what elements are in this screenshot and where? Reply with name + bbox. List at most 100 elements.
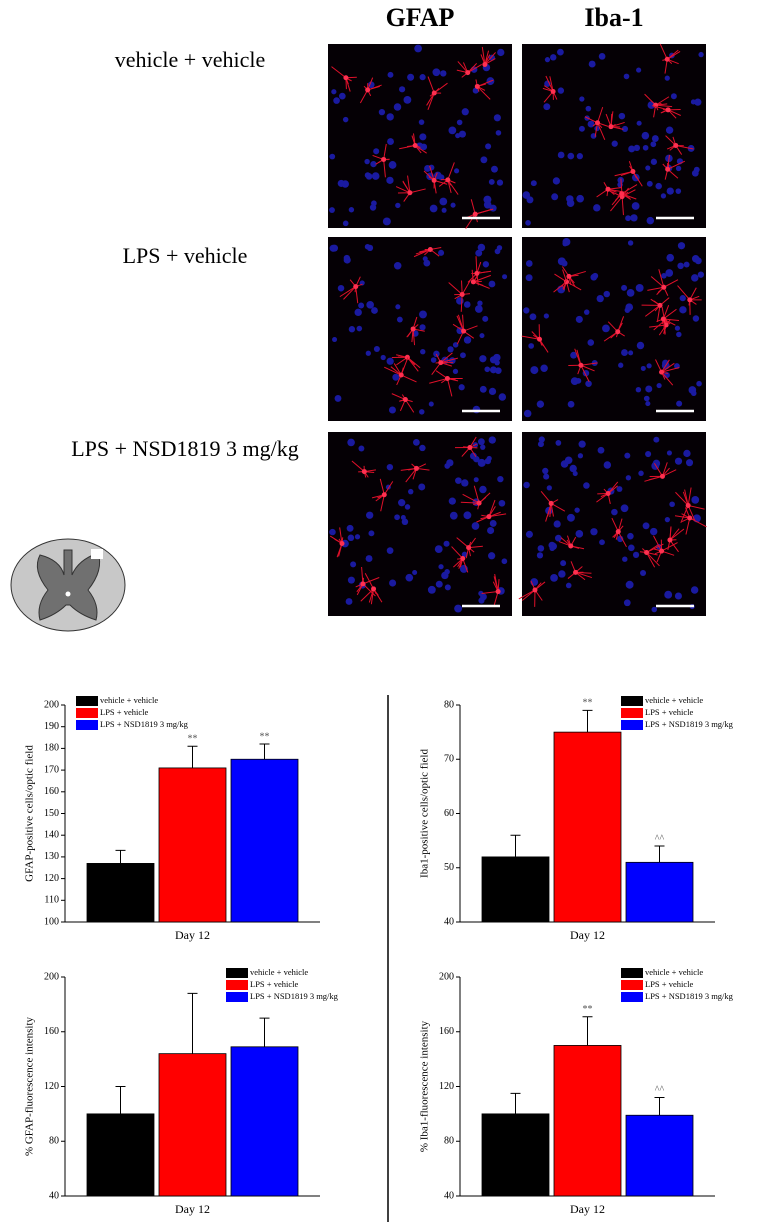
nucleus <box>488 387 497 396</box>
nucleus <box>443 540 450 547</box>
cell-process <box>484 52 496 65</box>
nucleus <box>646 363 652 369</box>
micrograph-bg <box>522 44 706 228</box>
nucleus <box>378 109 386 116</box>
nucleus <box>603 461 612 469</box>
cell-process <box>384 366 402 376</box>
nucleus <box>478 590 484 597</box>
nucleus <box>525 260 533 267</box>
nucleus <box>640 569 647 577</box>
nucleus <box>679 295 686 302</box>
nucleus <box>386 357 394 365</box>
nucleus <box>646 180 653 187</box>
legend-label: LPS + NSD1819 3 mg/kg <box>250 991 339 1001</box>
nucleus <box>495 130 502 136</box>
nucleus <box>596 294 604 303</box>
nucleus <box>675 188 682 194</box>
nucleus <box>502 274 508 280</box>
nucleus <box>370 160 377 168</box>
nucleus <box>638 470 644 477</box>
cell-process <box>661 371 674 386</box>
cell-body <box>667 537 673 543</box>
nucleus <box>458 384 465 391</box>
cell-process <box>462 493 480 504</box>
error-bar <box>115 1086 126 1114</box>
cell-body <box>665 107 671 113</box>
bar <box>158 1053 227 1197</box>
error-bar <box>259 1017 270 1047</box>
nucleus <box>560 560 567 567</box>
nucleus <box>540 364 548 372</box>
significance: ** <box>188 734 198 745</box>
nucleus <box>480 156 488 164</box>
cell-process <box>383 143 387 160</box>
cell-process <box>688 504 705 510</box>
nucleus <box>579 125 585 132</box>
nucleus <box>543 103 551 111</box>
y-tick-label: 40 <box>49 1190 59 1201</box>
nucleus <box>483 195 492 204</box>
cell-process <box>617 531 627 548</box>
nucleus <box>427 585 436 594</box>
cell-process <box>476 86 491 100</box>
cell-body <box>665 166 671 172</box>
legend-swatch <box>621 992 643 1002</box>
cell-body <box>630 168 636 174</box>
nucleus <box>342 116 349 123</box>
cell-body <box>495 589 501 595</box>
nucleus <box>570 377 579 386</box>
nucleus <box>557 87 565 94</box>
cell-process <box>331 66 347 79</box>
cell-process <box>383 481 394 496</box>
nucleus <box>674 592 682 600</box>
cell-process <box>669 528 685 541</box>
nucleus <box>475 249 483 257</box>
nucleus <box>366 301 374 309</box>
nucleus <box>434 545 443 554</box>
cell-body <box>360 581 366 587</box>
cell-process <box>680 505 689 523</box>
cell-process <box>446 378 453 397</box>
nucleus <box>380 354 386 361</box>
nucleus <box>650 158 658 165</box>
x-tick-label: Day 12 <box>570 928 605 942</box>
cell-process <box>383 159 386 178</box>
cell-process <box>574 348 582 366</box>
cell-process <box>661 367 680 373</box>
nucleus <box>455 477 462 484</box>
nucleus <box>420 143 428 151</box>
cell-process <box>675 144 694 150</box>
nucleus <box>656 382 662 389</box>
cell-body <box>550 88 556 94</box>
nucleus <box>691 274 699 282</box>
nucleus <box>625 580 634 589</box>
cell-process <box>687 505 696 522</box>
cell-process <box>646 552 656 568</box>
y-tick-label: 60 <box>444 808 454 819</box>
nucleus <box>482 315 489 322</box>
nucleus <box>482 261 490 268</box>
nucleus <box>650 141 657 148</box>
cell-process <box>481 591 499 595</box>
cell-process <box>407 356 419 372</box>
nucleus <box>587 339 595 346</box>
nucleus <box>469 452 477 460</box>
nucleus <box>590 133 597 139</box>
nucleus <box>354 534 361 540</box>
nucleus <box>454 604 463 613</box>
nucleus <box>583 482 590 489</box>
nucleus <box>664 75 670 81</box>
nucleus <box>558 570 566 578</box>
nucleus <box>645 401 651 407</box>
nucleus <box>677 262 684 270</box>
cell-body <box>608 124 614 130</box>
y-tick-label: 70 <box>444 754 454 765</box>
nucleus <box>448 126 457 135</box>
nucleus <box>407 488 414 495</box>
legend-label: LPS + NSD1819 3 mg/kg <box>645 719 734 729</box>
nucleus <box>590 528 598 536</box>
row-header: LPS + NSD1819 3 mg/kg <box>71 436 299 461</box>
cell-body <box>659 473 665 479</box>
nucleus <box>575 315 583 323</box>
cell-process <box>650 276 665 288</box>
